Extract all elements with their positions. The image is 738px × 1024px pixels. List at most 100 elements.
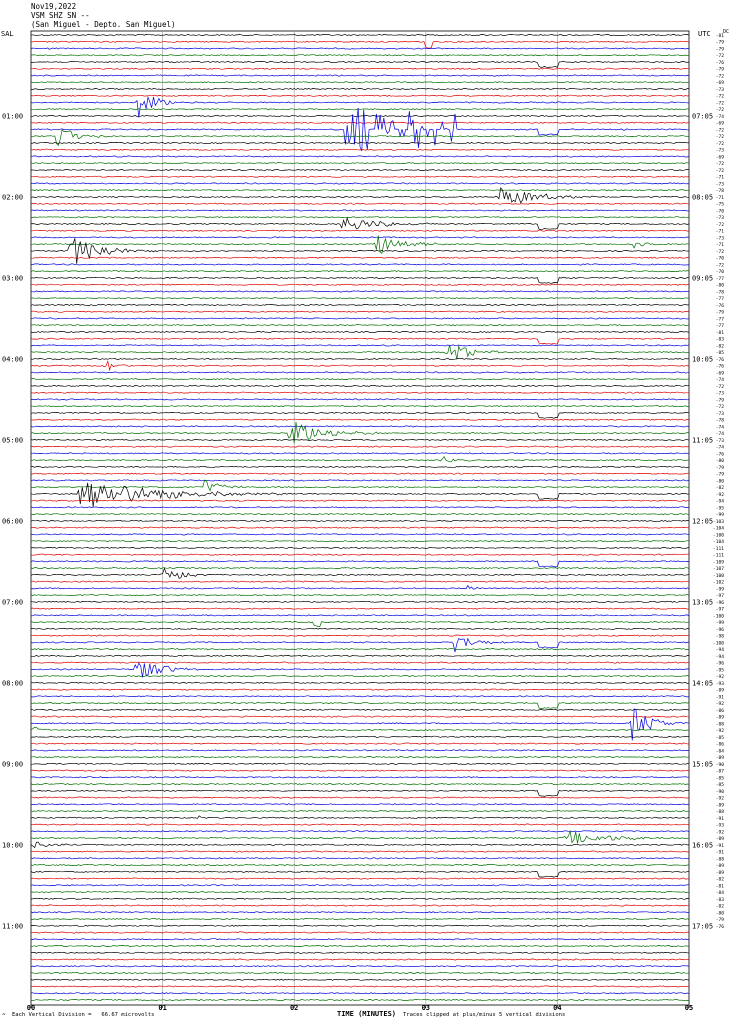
dc-offset-label: -96 <box>716 627 725 633</box>
dc-offset-label: -99 <box>716 620 725 626</box>
dc-offset-label: -76 <box>716 303 725 309</box>
trace-line <box>30 54 690 57</box>
dc-offset-label: -75 <box>716 202 725 208</box>
trace-line <box>30 796 690 799</box>
trace-line <box>31 398 690 401</box>
hour-label-right: 10:05 <box>692 355 713 363</box>
trace-line <box>30 455 690 463</box>
dc-offset-label: -72 <box>716 141 725 147</box>
dc-offset-label: -79 <box>716 310 725 316</box>
trace-line <box>30 378 690 381</box>
hour-label-right: 12:05 <box>692 517 713 525</box>
trace-line <box>30 662 690 678</box>
dc-offset-label: -103 <box>713 519 724 525</box>
trace-line <box>30 371 690 374</box>
trace-line <box>30 850 690 853</box>
trace-line <box>30 175 690 178</box>
dc-offset-label: -72 <box>716 222 725 228</box>
dc-offset-label: -81 <box>716 330 725 336</box>
dc-offset-label: -107 <box>713 566 724 572</box>
dc-offset-label: -80 <box>716 910 725 916</box>
dc-offset-label: -111 <box>713 546 724 552</box>
trace-line <box>30 121 690 124</box>
scale-legend: Each Vertical Division = 66.67 microvolt… <box>12 1012 155 1018</box>
dc-offset-label: -109 <box>713 559 724 565</box>
dc-offset-label: -89 <box>716 755 725 761</box>
channel-label: VSM SHZ SN -- <box>31 11 90 20</box>
dc-offset-label: -82 <box>716 877 725 883</box>
trace-line <box>30 985 690 988</box>
dc-offset-label: -69 <box>716 154 725 160</box>
dc-offset-label: -97 <box>716 607 725 613</box>
location-label: (San Miguel - Depto. San Miguel) <box>31 20 176 29</box>
dc-offset-label: -83 <box>716 337 725 343</box>
trace-line <box>30 526 690 529</box>
dc-offset-label: -92 <box>716 728 725 734</box>
dc-offset-label: -72 <box>716 404 725 410</box>
hour-label-right: 13:05 <box>692 598 713 606</box>
trace-line <box>30 702 690 709</box>
dc-offset-label: -83 <box>716 897 725 903</box>
trace-line <box>30 857 690 860</box>
trace-line <box>30 533 690 536</box>
dc-offset-label: -79 <box>716 46 725 52</box>
trace-line <box>30 472 690 475</box>
x-tick-label: 05 <box>685 1004 693 1012</box>
dc-offset-label: -86 <box>716 742 725 748</box>
dc-offset-label: -94 <box>716 647 725 653</box>
dc-offset-label: -79 <box>716 397 725 403</box>
dc-offset-label: -111 <box>713 553 724 559</box>
dc-offset-label: -89 <box>716 688 725 694</box>
x-tick-label: 00 <box>27 1004 35 1012</box>
trace-line <box>30 594 690 597</box>
dc-offset-label: -79 <box>716 67 725 73</box>
dc-offset-label: -72 <box>716 94 725 100</box>
dc-offset-label: -73 <box>716 148 725 154</box>
trace-line <box>30 506 690 509</box>
trace-line <box>30 310 690 313</box>
trace-line <box>30 182 690 185</box>
dc-offset-label: -91 <box>716 694 725 700</box>
trace-line <box>30 465 690 468</box>
trace-line <box>30 600 689 603</box>
corner-arrow-icon: ^ <box>2 1013 6 1020</box>
trace-line <box>30 47 690 50</box>
dc-offset-label: -84 <box>716 890 725 896</box>
trace-line <box>30 391 689 394</box>
trace-line <box>30 735 690 738</box>
dc-offset-label: -73 <box>716 181 725 187</box>
dc-offset-label: -84 <box>716 748 725 754</box>
trace-line <box>30 360 690 372</box>
trace-line <box>30 661 690 664</box>
trace-line <box>30 445 690 448</box>
dc-offset-label: -88 <box>716 809 725 815</box>
dc-offset-label: -70 <box>716 256 725 262</box>
trace-line <box>30 675 690 678</box>
trace-line <box>30 238 690 264</box>
dc-offset-label: -77 <box>716 276 725 282</box>
dc-offset-label: -76 <box>716 924 725 930</box>
trace-line <box>30 648 690 651</box>
dc-offset-label: -72 <box>716 134 725 140</box>
dc-offset-label: -73 <box>716 391 725 397</box>
dc-offset-label: -78 <box>716 418 725 424</box>
trace-line <box>30 924 690 927</box>
dc-offset-label: -94 <box>716 499 725 505</box>
chart-title: Nov19,2022 <box>31 2 77 11</box>
hour-label-right: 07:05 <box>692 112 713 120</box>
trace-line <box>30 324 690 327</box>
dc-offset-label: -74 <box>716 424 725 430</box>
dc-offset-label: -76 <box>716 364 725 370</box>
dc-offset-label: -73 <box>716 438 725 444</box>
dc-offset-label: -79 <box>716 917 725 923</box>
trace-line <box>30 634 690 637</box>
trace-line <box>30 870 690 878</box>
trace-line <box>30 607 690 610</box>
dc-offset-label: -78 <box>716 289 725 295</box>
dc-offset-label: -72 <box>716 107 725 113</box>
dc-offset-label: -72 <box>716 53 725 59</box>
dc-offset-label: -89 <box>716 715 725 721</box>
hour-label-left: 07:00 <box>2 598 23 606</box>
trace-line <box>30 841 689 849</box>
dc-offset-label: -86 <box>716 708 725 714</box>
